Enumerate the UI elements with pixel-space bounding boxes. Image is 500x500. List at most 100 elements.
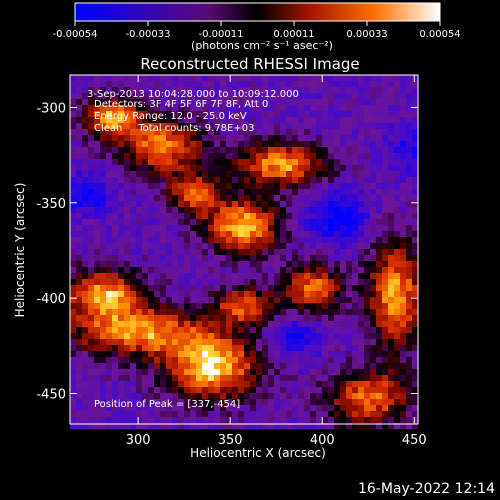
heatmap-cell [196, 255, 203, 262]
heatmap-cell [316, 207, 323, 214]
heatmap-cell [250, 207, 257, 214]
heatmap-cell [400, 165, 407, 172]
heatmap-cell [298, 105, 305, 112]
heatmap-cell [88, 297, 95, 304]
heatmap-cell [268, 249, 275, 256]
heatmap-cell [316, 195, 323, 202]
heatmap-cell [340, 201, 347, 208]
heatmap-cell [298, 351, 305, 358]
heatmap-cell [340, 243, 347, 250]
heatmap-cell [214, 417, 221, 424]
heatmap-cell [76, 261, 83, 268]
heatmap-cell [160, 219, 167, 226]
heatmap-cell [400, 183, 407, 190]
heatmap-cell [124, 225, 131, 232]
heatmap-cell [298, 297, 305, 304]
heatmap-cell [376, 225, 383, 232]
heatmap-cell [208, 291, 215, 298]
heatmap-cell [184, 363, 191, 370]
heatmap-cell [148, 135, 155, 142]
heatmap-cell [88, 141, 95, 148]
heatmap-cell [412, 279, 419, 286]
heatmap-cell [136, 207, 143, 214]
heatmap-cell [214, 177, 221, 184]
heatmap-cell [76, 141, 83, 148]
heatmap-cell [298, 195, 305, 202]
heatmap-cell [190, 81, 197, 88]
heatmap-cell [334, 219, 341, 226]
heatmap-cell [412, 291, 419, 298]
heatmap-cell [214, 315, 221, 322]
heatmap-cell [190, 423, 197, 430]
heatmap-cell [136, 213, 143, 220]
heatmap-cell [136, 399, 143, 406]
heatmap-cell [76, 225, 83, 232]
heatmap-cell [322, 177, 329, 184]
heatmap-cell [106, 279, 113, 286]
heatmap-cell [196, 327, 203, 334]
heatmap-cell [220, 183, 227, 190]
heatmap-cell [124, 279, 131, 286]
heatmap-cell [148, 393, 155, 400]
heatmap-cell [394, 195, 401, 202]
heatmap-cell [214, 285, 221, 292]
heatmap-cell [298, 321, 305, 328]
heatmap-cell [322, 81, 329, 88]
heatmap-cell [238, 375, 245, 382]
heatmap-cell [250, 243, 257, 250]
heatmap-cell [322, 195, 329, 202]
heatmap-cell [178, 393, 185, 400]
heatmap-cell [334, 273, 341, 280]
heatmap-cell [118, 99, 125, 106]
heatmap-cell [340, 93, 347, 100]
heatmap-cell [196, 405, 203, 412]
heatmap-cell [340, 237, 347, 244]
heatmap-cell [268, 159, 275, 166]
heatmap-cell [238, 387, 245, 394]
heatmap-cell [124, 411, 131, 418]
heatmap-cell [304, 279, 311, 286]
heatmap-cell [358, 177, 365, 184]
heatmap-cell [172, 273, 179, 280]
heatmap-cell [304, 135, 311, 142]
heatmap-cell [346, 261, 353, 268]
heatmap-cell [214, 405, 221, 412]
heatmap-cell [250, 285, 257, 292]
heatmap-cell [190, 351, 197, 358]
heatmap-cell [346, 99, 353, 106]
heatmap-cell [124, 393, 131, 400]
heatmap-cell [100, 213, 107, 220]
heatmap-cell [184, 411, 191, 418]
heatmap-cell [388, 291, 395, 298]
heatmap-cell [340, 105, 347, 112]
heatmap-cell [130, 75, 137, 82]
heatmap-cell [364, 321, 371, 328]
heatmap-cell [346, 135, 353, 142]
heatmap-cell [400, 387, 407, 394]
heatmap-cell [178, 153, 185, 160]
heatmap-cell [292, 165, 299, 172]
heatmap-cell [130, 345, 137, 352]
heatmap-cell [298, 225, 305, 232]
heatmap-cell [322, 333, 329, 340]
heatmap-cell [148, 219, 155, 226]
heatmap-cell [88, 183, 95, 190]
heatmap-cell [286, 387, 293, 394]
heatmap-cell [190, 387, 197, 394]
heatmap-cell [370, 105, 377, 112]
heatmap-cell [106, 81, 113, 88]
heatmap-cell [316, 321, 323, 328]
heatmap-cell [154, 99, 161, 106]
heatmap-cell [328, 183, 335, 190]
heatmap-cell [88, 243, 95, 250]
heatmap-cell [298, 201, 305, 208]
heatmap-cell [184, 417, 191, 424]
heatmap-cell [232, 159, 239, 166]
heatmap-cell [124, 183, 131, 190]
heatmap-cell [232, 417, 239, 424]
heatmap-cell [76, 399, 83, 406]
heatmap-cell [136, 117, 143, 124]
heatmap-cell [70, 111, 77, 118]
heatmap-cell [142, 405, 149, 412]
heatmap-cell [256, 297, 263, 304]
